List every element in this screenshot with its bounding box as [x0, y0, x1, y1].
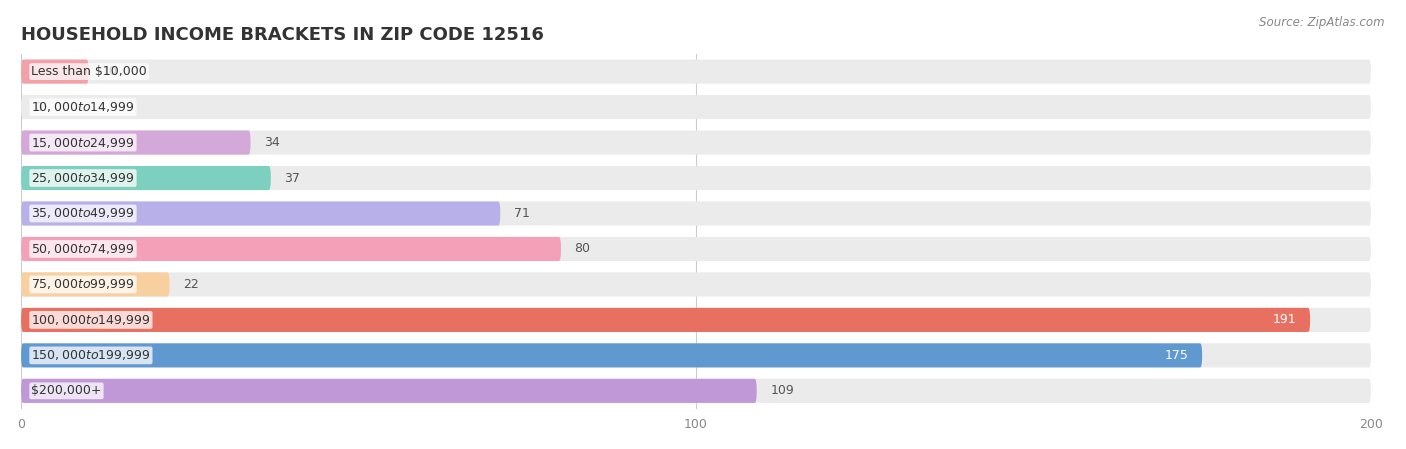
Text: Less than $10,000: Less than $10,000 — [31, 65, 148, 78]
Text: HOUSEHOLD INCOME BRACKETS IN ZIP CODE 12516: HOUSEHOLD INCOME BRACKETS IN ZIP CODE 12… — [21, 26, 544, 44]
FancyBboxPatch shape — [21, 308, 1371, 332]
FancyBboxPatch shape — [21, 60, 89, 84]
Text: 10: 10 — [103, 65, 118, 78]
FancyBboxPatch shape — [21, 60, 1371, 84]
Text: 80: 80 — [575, 242, 591, 255]
Text: $50,000 to $74,999: $50,000 to $74,999 — [31, 242, 135, 256]
Text: 34: 34 — [264, 136, 280, 149]
Text: 22: 22 — [183, 278, 198, 291]
Text: $15,000 to $24,999: $15,000 to $24,999 — [31, 136, 135, 150]
FancyBboxPatch shape — [21, 202, 1371, 225]
Text: 191: 191 — [1272, 313, 1296, 326]
FancyBboxPatch shape — [21, 166, 1371, 190]
Text: $200,000+: $200,000+ — [31, 384, 101, 397]
Text: 175: 175 — [1164, 349, 1188, 362]
FancyBboxPatch shape — [21, 379, 756, 403]
FancyBboxPatch shape — [21, 202, 501, 225]
Text: 71: 71 — [513, 207, 530, 220]
Text: $10,000 to $14,999: $10,000 to $14,999 — [31, 100, 135, 114]
FancyBboxPatch shape — [21, 273, 170, 296]
FancyBboxPatch shape — [21, 166, 271, 190]
FancyBboxPatch shape — [21, 273, 1371, 296]
FancyBboxPatch shape — [21, 379, 1371, 403]
Text: Source: ZipAtlas.com: Source: ZipAtlas.com — [1260, 16, 1385, 29]
Text: 37: 37 — [284, 172, 299, 185]
FancyBboxPatch shape — [21, 95, 1371, 119]
Text: $75,000 to $99,999: $75,000 to $99,999 — [31, 277, 135, 291]
Text: $35,000 to $49,999: $35,000 to $49,999 — [31, 207, 135, 220]
FancyBboxPatch shape — [21, 237, 1371, 261]
FancyBboxPatch shape — [21, 343, 1371, 367]
Text: 0: 0 — [35, 101, 42, 114]
Text: 109: 109 — [770, 384, 794, 397]
FancyBboxPatch shape — [21, 237, 561, 261]
FancyBboxPatch shape — [21, 308, 1310, 332]
Text: $25,000 to $34,999: $25,000 to $34,999 — [31, 171, 135, 185]
Text: $150,000 to $199,999: $150,000 to $199,999 — [31, 348, 150, 362]
Text: $100,000 to $149,999: $100,000 to $149,999 — [31, 313, 150, 327]
FancyBboxPatch shape — [21, 343, 1202, 367]
FancyBboxPatch shape — [21, 131, 250, 154]
FancyBboxPatch shape — [21, 131, 1371, 154]
